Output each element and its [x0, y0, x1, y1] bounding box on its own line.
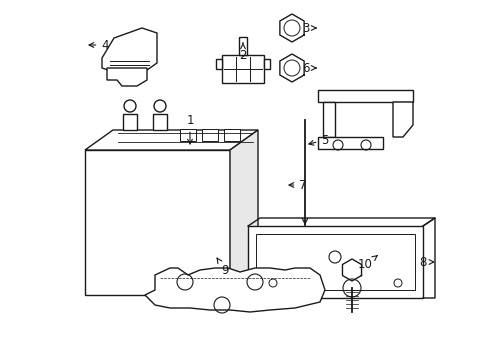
Bar [202, 129, 218, 141]
Bar [224, 129, 240, 141]
Bar [317, 90, 412, 102]
Text: 6: 6 [302, 62, 315, 75]
Bar [180, 129, 196, 141]
Bar [222, 55, 264, 83]
Polygon shape [229, 130, 258, 295]
Text: 4: 4 [89, 39, 108, 51]
Bar [216, 59, 222, 69]
Text: 1: 1 [186, 113, 193, 144]
Bar [264, 59, 269, 69]
Text: 7: 7 [288, 179, 306, 192]
Polygon shape [145, 268, 325, 312]
Bar [153, 114, 167, 130]
Bar [85, 150, 229, 295]
Polygon shape [392, 102, 412, 137]
Text: 8: 8 [418, 256, 433, 269]
Text: 10: 10 [357, 255, 377, 271]
Bar [256, 234, 414, 290]
Text: 3: 3 [302, 22, 315, 35]
Polygon shape [102, 28, 157, 73]
Bar [323, 102, 334, 137]
Bar [239, 37, 246, 55]
Text: 5: 5 [308, 134, 328, 147]
Bar [317, 137, 382, 149]
Polygon shape [85, 130, 258, 150]
Bar [123, 114, 137, 130]
Text: 9: 9 [217, 258, 228, 276]
Text: 2: 2 [239, 43, 246, 62]
Bar [247, 226, 422, 298]
Polygon shape [107, 68, 147, 86]
